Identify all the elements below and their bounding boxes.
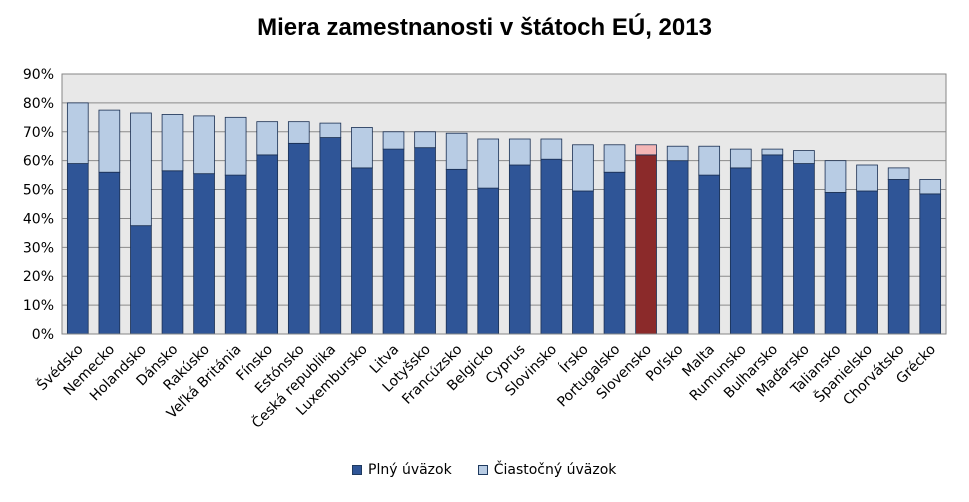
bar-full-time bbox=[666, 160, 689, 335]
bar-full-time bbox=[351, 167, 373, 335]
bar-full-time bbox=[319, 137, 342, 335]
legend-item-full-time: Plný úväzok bbox=[352, 462, 452, 478]
y-tick-label: 60% bbox=[23, 154, 54, 170]
bar-part-time bbox=[477, 138, 500, 189]
bar-part-time bbox=[287, 121, 310, 144]
bar-part-time bbox=[508, 138, 531, 166]
bar-part-time bbox=[635, 144, 657, 156]
bar-full-time bbox=[256, 154, 279, 335]
bar-full-time bbox=[508, 164, 531, 335]
bar-full-time bbox=[793, 163, 815, 335]
bar-full-time bbox=[66, 163, 89, 335]
bar-part-time bbox=[256, 121, 279, 156]
bar-part-time bbox=[698, 145, 721, 176]
bar-part-time bbox=[919, 179, 942, 195]
bar-full-time bbox=[98, 171, 121, 335]
bar-part-time bbox=[382, 131, 405, 150]
bar-full-time bbox=[919, 193, 942, 335]
chart-title: Miera zamestnanosti v štátoch EÚ, 2013 bbox=[257, 14, 712, 41]
bar-part-time bbox=[193, 115, 215, 175]
bar-part-time bbox=[414, 131, 436, 149]
bar-full-time bbox=[414, 147, 436, 335]
bar-full-time bbox=[761, 154, 784, 335]
y-tick-label: 40% bbox=[23, 211, 54, 227]
bar-part-time bbox=[887, 167, 910, 180]
legend-swatch-part-time bbox=[477, 465, 488, 475]
bar-part-time bbox=[445, 132, 468, 170]
bar-part-time bbox=[603, 144, 626, 173]
bar-full-time bbox=[540, 158, 563, 335]
bar-part-time bbox=[98, 109, 121, 173]
bar-part-time bbox=[161, 114, 184, 172]
bar-full-time bbox=[287, 142, 310, 335]
legend-label-part-time: Čiastočný úväzok bbox=[493, 462, 617, 478]
bar-part-time bbox=[761, 148, 784, 156]
bar-part-time bbox=[351, 127, 373, 169]
bar-part-time bbox=[572, 144, 594, 192]
bar-full-time bbox=[477, 187, 500, 335]
bar-full-time bbox=[635, 154, 657, 335]
bar-part-time bbox=[729, 148, 752, 169]
bar-part-time bbox=[793, 150, 815, 164]
y-tick-label: 90% bbox=[23, 67, 54, 83]
bar-full-time bbox=[887, 179, 910, 335]
bar-full-time bbox=[856, 190, 878, 335]
bar-full-time bbox=[161, 170, 184, 335]
bar-part-time bbox=[224, 116, 247, 176]
bar-full-time bbox=[824, 192, 847, 335]
bar-part-time bbox=[130, 112, 152, 227]
y-tick-label: 80% bbox=[23, 96, 54, 112]
legend-label-full-time: Plný úväzok bbox=[368, 462, 452, 478]
y-tick-label: 30% bbox=[23, 240, 54, 256]
y-tick-label: 70% bbox=[23, 125, 54, 141]
y-tick-label: 10% bbox=[23, 298, 54, 314]
bar-full-time bbox=[130, 225, 152, 335]
bar-full-time bbox=[224, 174, 247, 335]
bar-part-time bbox=[319, 122, 342, 138]
bar-full-time bbox=[572, 190, 594, 335]
bar-part-time bbox=[856, 164, 878, 192]
bar-part-time bbox=[66, 102, 89, 164]
legend-swatch-full-time bbox=[352, 465, 362, 475]
bar-full-time bbox=[603, 171, 626, 335]
legend-item-part-time: Čiastočný úväzok bbox=[477, 462, 617, 478]
bar-part-time bbox=[824, 160, 847, 193]
bar-full-time bbox=[729, 167, 752, 335]
y-tick-label: 20% bbox=[23, 269, 54, 285]
y-tick-label: 50% bbox=[23, 183, 54, 199]
bar-full-time bbox=[698, 174, 721, 335]
bar-full-time bbox=[445, 168, 468, 335]
bar-part-time bbox=[666, 145, 689, 162]
bar-full-time bbox=[193, 173, 215, 335]
bar-part-time bbox=[540, 138, 563, 160]
y-tick-label: 0% bbox=[32, 327, 54, 343]
chart-legend: Plný úväzok Čiastočný úväzok bbox=[352, 462, 642, 478]
bar-full-time bbox=[382, 148, 405, 335]
